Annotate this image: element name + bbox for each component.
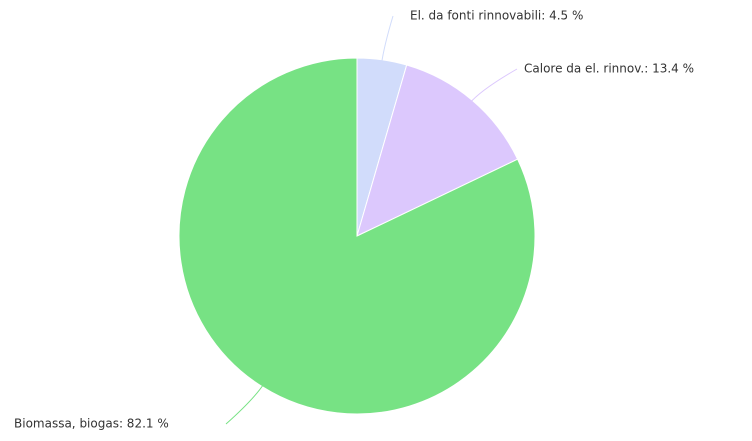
- data-label: El. da fonti rinnovabili: 4.5 %: [410, 9, 583, 23]
- label-connector: [225, 382, 265, 425]
- label-connector: [469, 68, 518, 104]
- data-label: Calore da el. rinnov.: 13.4 %: [524, 62, 694, 76]
- data-label: Biomassa, biogas: 82.1 %: [14, 417, 169, 431]
- label-connector: [381, 15, 394, 64]
